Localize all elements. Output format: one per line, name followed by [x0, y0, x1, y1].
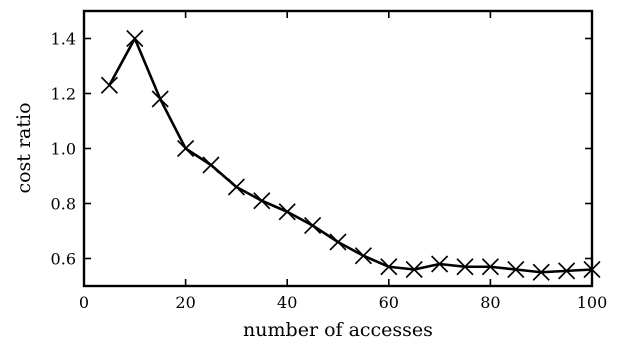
- data-point-marker: [380, 258, 398, 276]
- data-point-marker: [126, 29, 144, 48]
- y-axis-ticks: 0.6 0.8 1.0 1.2 1.4: [51, 30, 592, 269]
- data-point-marker: [558, 262, 576, 280]
- x-tick-label: 100: [577, 293, 608, 312]
- data-point-marker: [151, 90, 169, 108]
- x-axis-ticks: 0 20 40 60 80 100: [79, 11, 607, 312]
- x-tick-label: 60: [379, 293, 399, 312]
- data-point-marker: [304, 216, 322, 235]
- data-point-marker: [405, 260, 423, 279]
- data-point-marker: [354, 247, 372, 265]
- data-point-marker: [456, 258, 474, 276]
- data-point-marker: [278, 203, 296, 221]
- data-point-marker: [481, 258, 499, 276]
- x-axis-label: number of accesses: [243, 319, 433, 341]
- y-tick-label: 1.4: [51, 30, 76, 49]
- data-point-marker: [507, 260, 525, 279]
- data-point-marker: [100, 76, 118, 94]
- y-tick-label: 0.6: [51, 250, 76, 269]
- plot-frame: [82, 9, 594, 288]
- series-line: [108, 37, 593, 274]
- y-tick-label: 1.0: [51, 140, 76, 159]
- data-point-marker: [431, 255, 449, 273]
- data-point-marker: [532, 263, 550, 281]
- data-point-marker: [329, 233, 347, 251]
- chart-marks: [100, 29, 601, 281]
- x-tick-label: 0: [79, 293, 89, 312]
- x-tick-label: 40: [277, 293, 297, 312]
- y-tick-label: 0.8: [51, 195, 76, 214]
- x-tick-label: 80: [480, 293, 500, 312]
- y-tick-label: 1.2: [51, 85, 76, 104]
- y-axis-label: cost ratio: [13, 102, 35, 193]
- data-point-marker: [202, 156, 220, 174]
- data-point-marker: [227, 178, 245, 196]
- data-point-marker: [253, 192, 271, 210]
- x-tick-label: 20: [175, 293, 195, 312]
- data-point-marker: [177, 139, 195, 158]
